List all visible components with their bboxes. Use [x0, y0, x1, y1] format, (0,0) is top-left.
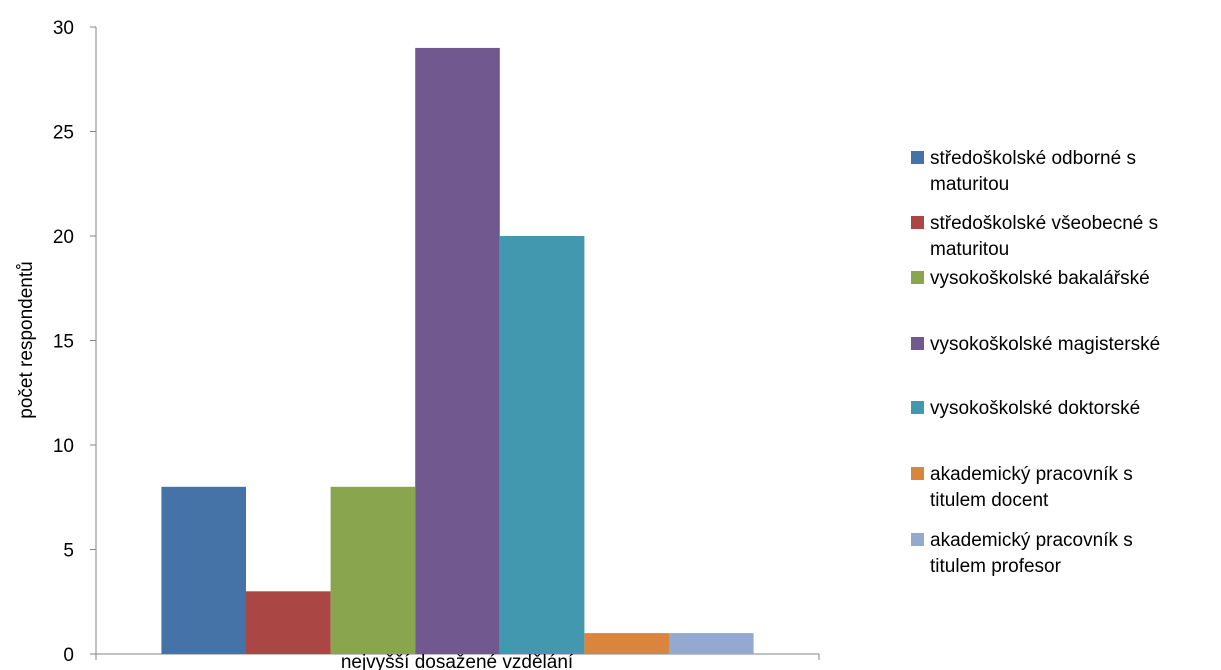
bar: [161, 486, 246, 654]
legend-label: středoškolské odborné s: [930, 148, 1136, 169]
legend-label: titulem profesor: [930, 556, 1062, 577]
y-tick-label: 30: [53, 18, 74, 39]
legend-swatch: [911, 337, 924, 350]
legend-swatch: [911, 271, 924, 284]
y-axis-title: počet respondentů: [16, 261, 37, 418]
bar: [246, 591, 331, 654]
y-tick-label: 15: [53, 332, 74, 353]
bar: [330, 486, 416, 654]
legend-swatch: [911, 401, 924, 414]
y-tick-label: 25: [53, 123, 74, 144]
bar: [584, 633, 669, 654]
x-axis-title: nejvyšší dosažené vzdělání: [341, 652, 574, 670]
legend-label: vysokoškolské doktorské: [930, 398, 1140, 419]
y-ticks: 0 5 10 15 20 25 30: [53, 18, 820, 666]
plot-area: 0 5 10 15 20 25 30: [53, 18, 820, 666]
legend-label: maturitou: [930, 239, 1009, 260]
y-tick-label: 5: [63, 541, 74, 562]
bar: [499, 236, 585, 654]
legend-label: titulem docent: [930, 490, 1049, 511]
bars: [161, 47, 754, 654]
legend-swatch: [911, 216, 924, 229]
bar: [669, 633, 754, 654]
y-tick-label: 10: [53, 436, 74, 457]
legend: středoškolské odborné s maturitou středošk…: [911, 148, 1160, 577]
legend-label: akademický pracovník s: [930, 530, 1133, 551]
y-tick-label: 0: [63, 645, 74, 666]
bar: [415, 47, 500, 654]
legend-label: středoškolské všeobecné s: [930, 213, 1158, 234]
legend-swatch: [911, 533, 924, 546]
legend-swatch: [911, 151, 924, 164]
legend-label: maturitou: [930, 174, 1009, 195]
legend-label: akademický pracovník s: [930, 464, 1133, 485]
legend-label: vysokoškolské bakalářské: [930, 268, 1150, 289]
legend-label: vysokoškolské magisterské: [930, 334, 1160, 355]
legend-swatch: [911, 467, 924, 480]
y-tick-label: 20: [53, 227, 74, 248]
